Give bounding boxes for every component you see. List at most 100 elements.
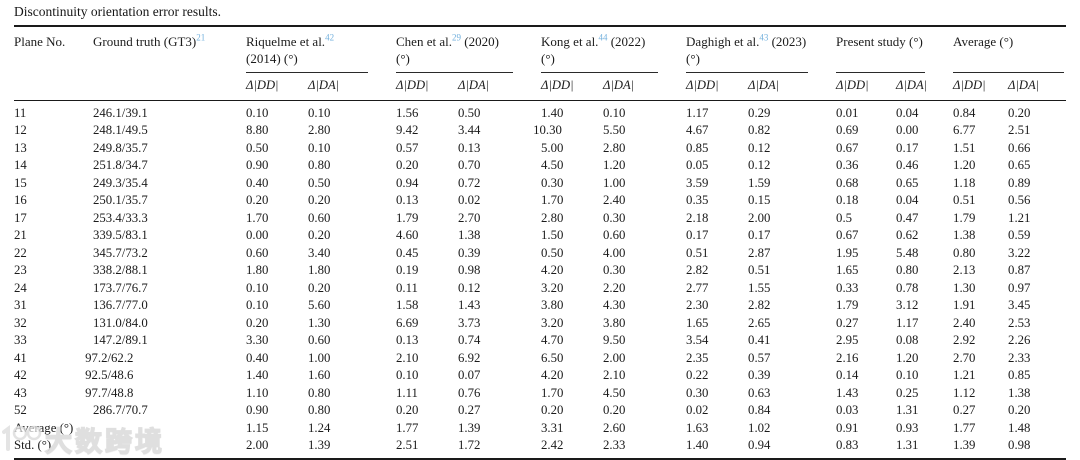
value-cell: 0.69 [836,123,859,138]
value-cell: 10.30 [533,123,562,138]
value-cell: 1.91 [953,298,976,313]
group-label: Present study (°) [836,34,923,49]
value-cell: 1.02 [748,420,771,435]
citation-ref-43[interactable]: 43 [759,32,769,43]
ground-truth-cell: 97.7/48.8 [85,385,134,400]
value-cell: 0.87 [1008,263,1031,278]
value-cell: 1.70 [246,210,269,225]
table-row: 42 92.5/48.6 1.40 1.60 0.10 0.07 4.20 2.10 0.22 0… [14,367,1066,384]
value-cell: 1.48 [1008,420,1031,435]
table-caption: Discontinuity orientation error results. [14,4,221,19]
value-cell: 4.00 [603,245,626,260]
subheader-da: Δ|DA| [896,73,954,101]
column-group-riquelme: Riquelme et al.42 (2014) (°) [246,26,396,73]
citation-ref-21[interactable]: 21 [196,32,206,43]
value-cell: 1.51 [953,140,976,155]
table-row: 41 97.2/62.2 0.40 1.00 2.10 6.92 6.50 2.00 2.35 0… [14,350,1066,367]
value-cell: 0.20 [541,403,564,418]
value-cell: 0.02 [458,193,481,208]
plane-no-cell: 16 [14,193,27,208]
value-cell: 0.20 [308,228,331,243]
value-cell: 0.59 [1008,228,1031,243]
value-cell: 0.83 [836,438,859,453]
ground-truth-cell: 97.2/62.2 [85,350,134,365]
value-cell: 0.39 [458,245,481,260]
ground-truth-cell: 249.8/35.7 [93,140,148,155]
value-cell: 0.20 [246,193,269,208]
value-cell: 2.00 [603,350,626,365]
group-label: Average (°) [953,34,1014,49]
value-cell: 2.65 [748,315,771,330]
value-cell: 0.97 [1008,280,1031,295]
value-cell: 1.56 [396,106,419,120]
value-cell: 0.80 [953,245,976,260]
value-cell: 2.30 [686,298,709,313]
value-cell: 0.03 [836,403,859,418]
value-cell: 0.04 [896,106,919,120]
value-cell: 0.04 [896,193,919,208]
value-cell: 0.45 [396,245,419,260]
value-cell: 2.51 [396,438,419,453]
value-cell: 0.35 [686,193,709,208]
value-cell: 0.89 [1008,175,1031,190]
subheader-dd: Δ|DD| [686,73,749,101]
plane-no-cell: 41 [14,350,27,365]
value-cell: 0.13 [396,333,419,348]
value-cell: 1.30 [308,315,331,330]
value-cell: 1.40 [541,106,564,120]
value-cell: 1.11 [396,385,418,400]
value-cell: 0.20 [396,158,419,173]
plane-no-cell: 52 [14,403,27,418]
value-cell: 0.33 [836,280,859,295]
table-row: 11 246.1/39.1 0.10 0.10 1.56 0.50 1.40 0.10 1.17… [14,101,1066,123]
summary-label-cell: Average (°) [14,420,74,435]
value-cell: 0.85 [686,140,709,155]
citation-ref-29[interactable]: 29 [451,32,461,43]
citation-ref-44[interactable]: 44 [598,32,608,43]
value-cell: 8.80 [246,123,269,138]
value-cell: 0.82 [748,123,771,138]
value-cell: 0.10 [246,106,269,120]
table-row: 32 131.0/84.0 0.20 1.30 6.69 3.73 3.20 3.80 1.65… [14,315,1066,332]
value-cell: 0.57 [396,140,419,155]
value-cell: 6.69 [396,315,419,330]
value-cell: 0.27 [836,315,859,330]
value-cell: 0.85 [1008,368,1031,383]
value-cell: 2.80 [308,123,331,138]
value-cell: 1.31 [896,438,919,453]
value-cell: 0.11 [396,280,418,295]
ground-truth-cell: 92.5/48.6 [85,368,134,383]
value-cell: 1.79 [396,210,419,225]
value-cell: 5.48 [896,245,919,260]
value-cell: 0.07 [458,368,481,383]
table-row: 21 339.5/83.1 0.00 0.20 4.60 1.38 1.50 0.60 0.17… [14,227,1066,244]
value-cell: 0.40 [246,175,269,190]
value-cell: 0.51 [748,263,771,278]
ground-truth-cell: 250.1/35.7 [93,193,148,208]
value-cell: 1.21 [1008,210,1031,225]
subheader-da: Δ|DA| [603,73,687,101]
value-cell: 0.72 [458,175,481,190]
value-cell: 2.26 [1008,333,1031,348]
value-cell: 0.5 [836,210,853,225]
value-cell: 0.60 [246,245,269,260]
value-cell: 1.43 [836,385,859,400]
value-cell: 0.46 [896,158,919,173]
table-row: 31 136.7/77.0 0.10 5.60 1.58 1.43 3.80 4.30 2.30… [14,297,1066,314]
value-cell: 2.00 [748,210,771,225]
value-cell: 0.20 [603,403,626,418]
plane-no-cell: 43 [14,385,27,400]
value-cell: 4.50 [541,158,564,173]
value-cell: 0.57 [748,350,771,365]
value-cell: 0.40 [246,350,269,365]
value-cell: 2.51 [1008,123,1031,138]
table-row: 17 253.4/33.3 1.70 0.60 1.79 2.70 2.80 0.30 2.18… [14,210,1066,227]
value-cell: 0.84 [748,403,771,418]
group-label-suffix: (2020) (°) [396,34,499,66]
citation-ref-42[interactable]: 42 [325,32,335,43]
value-cell: 1.39 [308,438,331,453]
plane-no-cell: 11 [14,106,27,120]
value-cell: 2.35 [686,350,709,365]
plane-no-cell: 17 [14,210,27,225]
column-group-kong: Kong et al.44 (2022) (°) [541,26,686,73]
